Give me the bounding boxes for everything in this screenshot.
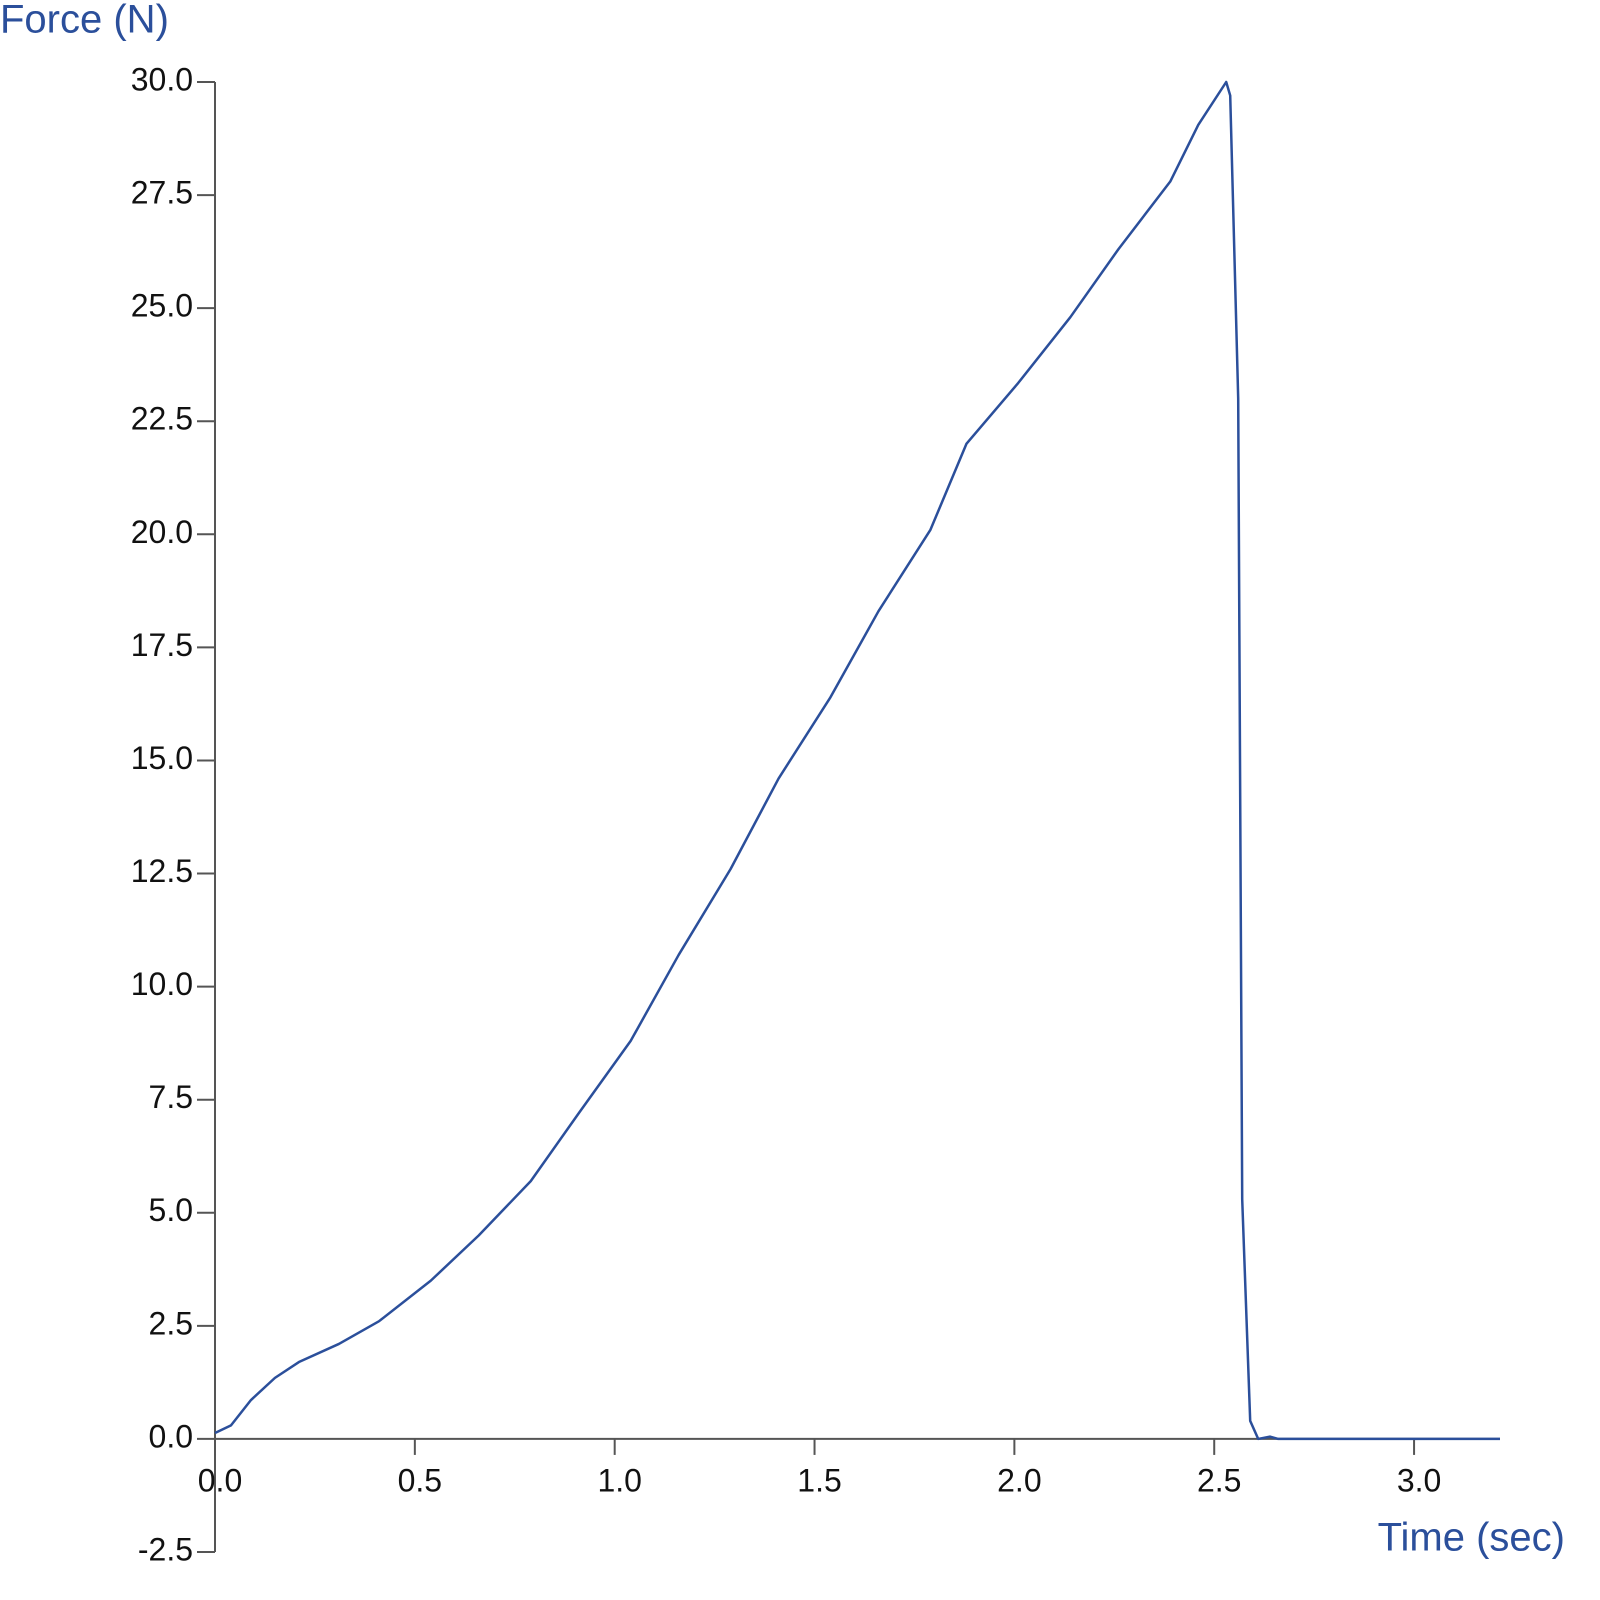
x-axis-title: Time (sec): [1378, 1516, 1565, 1560]
x-tick-label: 1.5: [797, 1462, 841, 1498]
y-tick-label: 22.5: [131, 401, 193, 437]
x-tick-label: 1.0: [597, 1462, 641, 1498]
x-tick-label: 0.0: [198, 1462, 242, 1498]
y-tick-label: 27.5: [131, 175, 193, 211]
y-tick-label: 30.0: [131, 61, 193, 97]
x-tick-label: 2.5: [1197, 1462, 1241, 1498]
x-tick-label: 0.5: [398, 1462, 442, 1498]
y-tick-label: 0.0: [149, 1418, 193, 1454]
y-axis-title: Force (N): [0, 0, 169, 42]
y-tick-label: 17.5: [131, 627, 193, 663]
y-tick-label: 2.5: [149, 1305, 193, 1341]
y-tick-label: 7.5: [149, 1079, 193, 1115]
y-tick-label: 25.0: [131, 288, 193, 324]
y-tick-label: -2.5: [138, 1531, 193, 1567]
y-tick-label: 10.0: [131, 966, 193, 1002]
y-tick-label: 12.5: [131, 853, 193, 889]
y-tick-label: 15.0: [131, 740, 193, 776]
data-line: [214, 80, 1500, 1441]
x-tick-label: 2.0: [997, 1462, 1041, 1498]
x-tick-label: 3.0: [1397, 1462, 1441, 1498]
y-tick-label: 5.0: [149, 1192, 193, 1228]
y-tick-label: 20.0: [131, 514, 193, 550]
